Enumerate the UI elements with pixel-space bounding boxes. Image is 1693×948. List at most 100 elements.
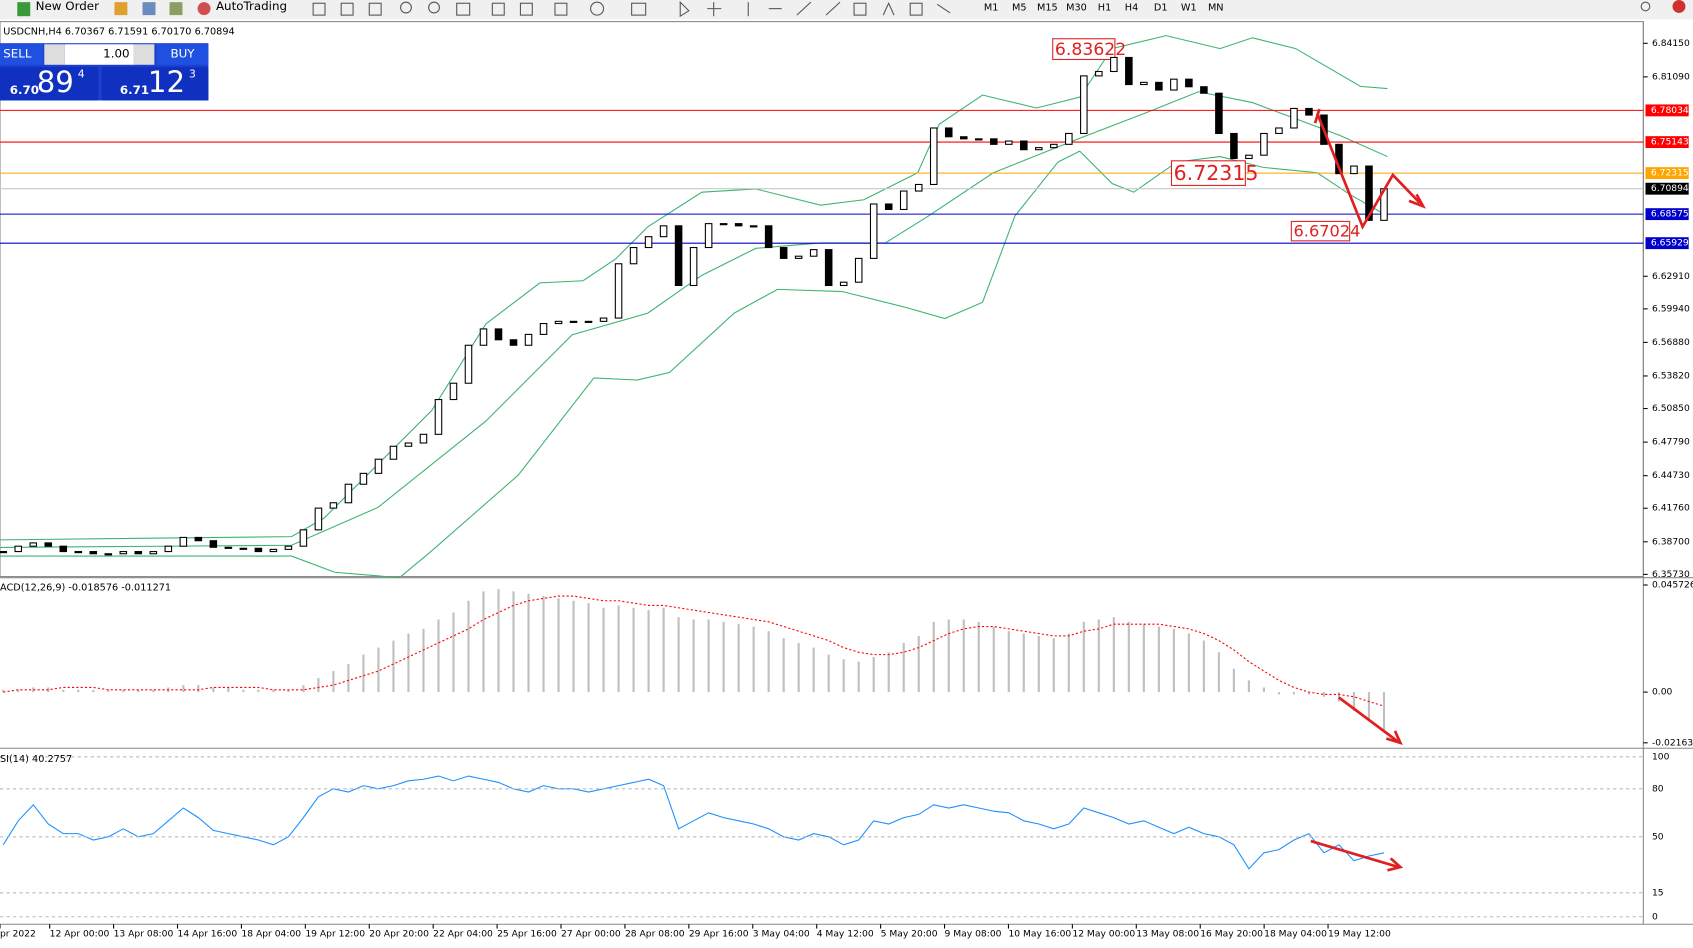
macd-bar: [152, 689, 155, 693]
lots-up[interactable]: [133, 44, 155, 65]
macd-bar: [137, 689, 140, 693]
price-level-label: 6.72315: [1651, 168, 1689, 179]
timeframe[interactable]: MN: [1208, 3, 1224, 14]
macd-bar: [707, 619, 710, 693]
candle: [1185, 78, 1193, 88]
alert-badge[interactable]: [1672, 0, 1686, 13]
candle: [614, 263, 623, 319]
candle: [314, 507, 323, 531]
x-tick-label: pr 2022: [0, 928, 36, 939]
lots-input[interactable]: [64, 44, 134, 65]
sell-button[interactable]: [0, 44, 44, 65]
candle: [584, 320, 593, 323]
bid-box[interactable]: [0, 66, 99, 101]
timeframe[interactable]: H1: [1098, 3, 1111, 14]
toolbar: [0, 0, 1693, 20]
buy-label[interactable]: BUY: [170, 46, 195, 60]
candle: [404, 442, 413, 447]
buy-button[interactable]: [156, 44, 209, 65]
candle: [374, 458, 383, 474]
macd-bar: [332, 671, 335, 693]
price-level-tag: [1645, 237, 1689, 250]
macd-bar: [1067, 633, 1070, 693]
macd-bar: [182, 685, 185, 693]
candle: [164, 545, 173, 553]
candle: [14, 545, 23, 553]
macd-bar: [1097, 619, 1100, 693]
y-tick-label: 6.62910: [1652, 271, 1690, 282]
macd-bar: [362, 654, 365, 693]
timeframe[interactable]: M1: [984, 3, 999, 14]
candle: [719, 223, 728, 226]
macd-bar: [827, 654, 830, 693]
candle: [1290, 107, 1298, 129]
macd-bar: [1127, 621, 1130, 693]
candle: [629, 246, 638, 265]
candle: [824, 249, 833, 287]
ask-box[interactable]: [101, 66, 209, 101]
x-tick-label: 12 Apr 00:00: [50, 928, 110, 939]
candle: [149, 551, 158, 555]
candle: [1035, 147, 1043, 151]
bid-pips: 89: [37, 65, 74, 99]
new-order[interactable]: New Order: [36, 0, 99, 13]
timeframe[interactable]: M15: [1037, 3, 1058, 14]
timeframe[interactable]: D1: [1154, 3, 1168, 14]
candle: [974, 138, 983, 141]
candle: [74, 551, 83, 554]
annotation: 6.72315: [1174, 161, 1259, 185]
macd-bar: [1157, 626, 1160, 693]
annotation-box: [1290, 220, 1351, 242]
autotrading[interactable]: AutoTrading: [216, 0, 287, 13]
candle: [224, 546, 233, 549]
new-order-icon[interactable]: [17, 2, 31, 17]
candle: [1080, 75, 1088, 135]
candle: [764, 225, 773, 249]
macd-bar: [647, 610, 650, 693]
y-tick-label: 6.59940: [1652, 303, 1690, 314]
sell-label[interactable]: SELL: [3, 46, 32, 60]
candle: [704, 223, 713, 249]
icon[interactable]: [114, 2, 128, 16]
candle: [1155, 81, 1163, 91]
y-tick-label: 6.35730: [1652, 569, 1690, 580]
ask-pips: 12: [148, 65, 185, 99]
timeframe[interactable]: H4: [1125, 3, 1138, 14]
candle: [209, 540, 218, 548]
one-click-trading: SELL 1.00 BUY 6.70 89 4 6.71 12 3: [0, 43, 209, 101]
macd-bar: [92, 689, 95, 693]
price-level-label: 6.68575: [1651, 209, 1689, 220]
macd-bar: [917, 635, 920, 693]
macd-bar: [1382, 692, 1386, 732]
timeframe[interactable]: W1: [1181, 3, 1197, 14]
y-tick-label: 6.44730: [1652, 470, 1690, 481]
candle: [689, 246, 698, 287]
y-tick-label: 100: [1652, 751, 1670, 762]
candle: [254, 547, 263, 553]
annotation: 6.83622: [1055, 40, 1126, 60]
timeframe[interactable]: M5: [1012, 3, 1027, 14]
price-level-label: 6.75143: [1651, 137, 1689, 148]
timeframe[interactable]: M30: [1066, 3, 1087, 14]
macd-bar: [77, 689, 80, 693]
lots-value[interactable]: 1.00: [103, 46, 129, 60]
x-tick-label: 27 Apr 00:00: [561, 928, 621, 939]
macd-bar: [782, 638, 785, 693]
icon[interactable]: [142, 2, 156, 16]
lots-down[interactable]: [44, 44, 65, 65]
macd-bar: [467, 600, 470, 693]
icon[interactable]: [169, 2, 183, 16]
candle: [1230, 132, 1238, 160]
candle: [119, 551, 128, 555]
bid-point: 4: [78, 68, 85, 81]
macd-bar: [737, 624, 740, 693]
candle: [359, 472, 368, 485]
candle: [659, 225, 668, 238]
x-tick-label: 4 May 12:00: [817, 928, 874, 939]
y-tick-label: 50: [1652, 831, 1664, 842]
autotrading-icon[interactable]: [197, 2, 211, 16]
axes: 6.84150 6.81090 6.62910 6.59940 6.56880 6.538…: [0, 38, 1693, 939]
y-tick-label: 0.00: [1652, 687, 1673, 698]
candle: [299, 529, 308, 547]
